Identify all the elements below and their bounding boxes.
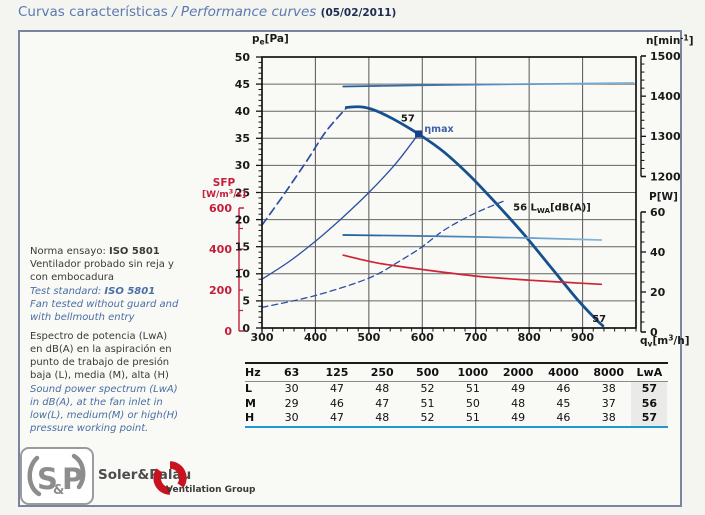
- table-cell: 37: [601, 396, 616, 410]
- header-cell: 4000: [548, 366, 579, 379]
- header-cell: 8000: [593, 366, 625, 379]
- table-cell: 45: [556, 396, 571, 410]
- header-cell: 1000: [457, 366, 489, 379]
- note-spectrum-es: Espectro de potencia (LwA) en dB(A) en l…: [30, 331, 172, 381]
- note-standard: ISO 5801: [104, 286, 156, 297]
- logo-amp: &: [53, 483, 64, 498]
- table-cell: 48: [375, 411, 390, 425]
- table-cell: 30: [284, 382, 299, 395]
- header-cell: 63: [283, 366, 300, 379]
- table-cell: 49: [511, 411, 526, 425]
- table-cell: M: [245, 396, 256, 410]
- logo-letter-p: P: [62, 462, 83, 496]
- note-test-standard-es: Norma ensayo: ISO 5801 Ventilador probad…: [30, 245, 220, 284]
- logo-letter-s: S: [37, 462, 58, 496]
- table-cell: 51: [465, 411, 480, 425]
- note-text: Ventilador probado sin reja y con emboca…: [30, 259, 174, 283]
- table-cell: L: [245, 382, 253, 395]
- brand-name: Soler&Palau: [98, 467, 192, 483]
- header-cell: 500: [416, 366, 440, 379]
- table-row: L 30 47 48 52 51 49 46 38 57: [245, 382, 668, 397]
- note-test-standard-en: Test standard: ISO 5801 Fan tested witho…: [30, 285, 220, 324]
- header-cell: LwA: [636, 366, 663, 379]
- table-cell: 52: [420, 411, 435, 425]
- table-header-row: Hz 63 125 250 500 1000 2000 4000 8000 LwA: [245, 364, 668, 382]
- table-cell: 29: [284, 396, 299, 410]
- title-date: (05/02/2011): [320, 7, 397, 19]
- note-text: Norma ensayo:: [30, 246, 109, 257]
- table-cell: 52: [420, 382, 435, 395]
- table-cell: 30: [284, 411, 299, 425]
- table-cell: 48: [511, 396, 526, 410]
- sp-logo-mark-icon: S & P: [27, 453, 86, 498]
- title-separator: /: [172, 4, 177, 20]
- swirl-icon: [153, 461, 187, 495]
- note-text: Fan tested without guard and with bellmo…: [30, 299, 179, 323]
- note-spectrum-en: Sound power spectrum (LwA) in dB(A), at …: [30, 384, 179, 434]
- table-row: H 30 47 48 52 51 49 46 38 57: [245, 411, 668, 426]
- table-cell: 51: [420, 396, 435, 410]
- table-cell: 46: [556, 382, 571, 395]
- table-cell: 46: [329, 396, 344, 410]
- table-cell: 47: [329, 411, 344, 425]
- table-cell: 38: [601, 411, 616, 425]
- spectrum-table: Hz 63 125 250 500 1000 2000 4000 8000 LwA L 30 47 48…: [245, 362, 668, 428]
- table-cell: 48: [375, 382, 390, 395]
- title-es: Curvas características: [18, 4, 168, 20]
- header-cell: 2000: [502, 366, 534, 379]
- ventilation-group-label: Ventilation Group: [166, 485, 256, 495]
- table-cell: 57: [631, 382, 668, 397]
- table-row: M 29 46 47 51 50 48 45 37 56: [245, 396, 668, 412]
- note-standard: ISO 5801: [109, 246, 160, 257]
- header-cell: Hz: [245, 366, 261, 379]
- title-en: Performance curves: [180, 4, 317, 20]
- table-cell: 46: [556, 411, 571, 425]
- header-cell: 125: [325, 366, 349, 379]
- table-cell: H: [245, 411, 255, 425]
- table-cell: 38: [601, 382, 616, 395]
- header-cell: 250: [370, 366, 394, 379]
- table-cell: 57: [631, 411, 668, 426]
- table-cell: 47: [375, 396, 390, 410]
- table-cell: 47: [329, 382, 344, 395]
- table-cell: 51: [465, 382, 480, 395]
- page-title: Curvas características / Performance cur…: [18, 4, 396, 20]
- table-cell: 56: [631, 396, 668, 412]
- note-text: Test standard:: [30, 286, 105, 297]
- table-cell: 49: [511, 382, 526, 395]
- table-cell: 50: [465, 396, 480, 410]
- sp-logo: S & P: [20, 447, 94, 505]
